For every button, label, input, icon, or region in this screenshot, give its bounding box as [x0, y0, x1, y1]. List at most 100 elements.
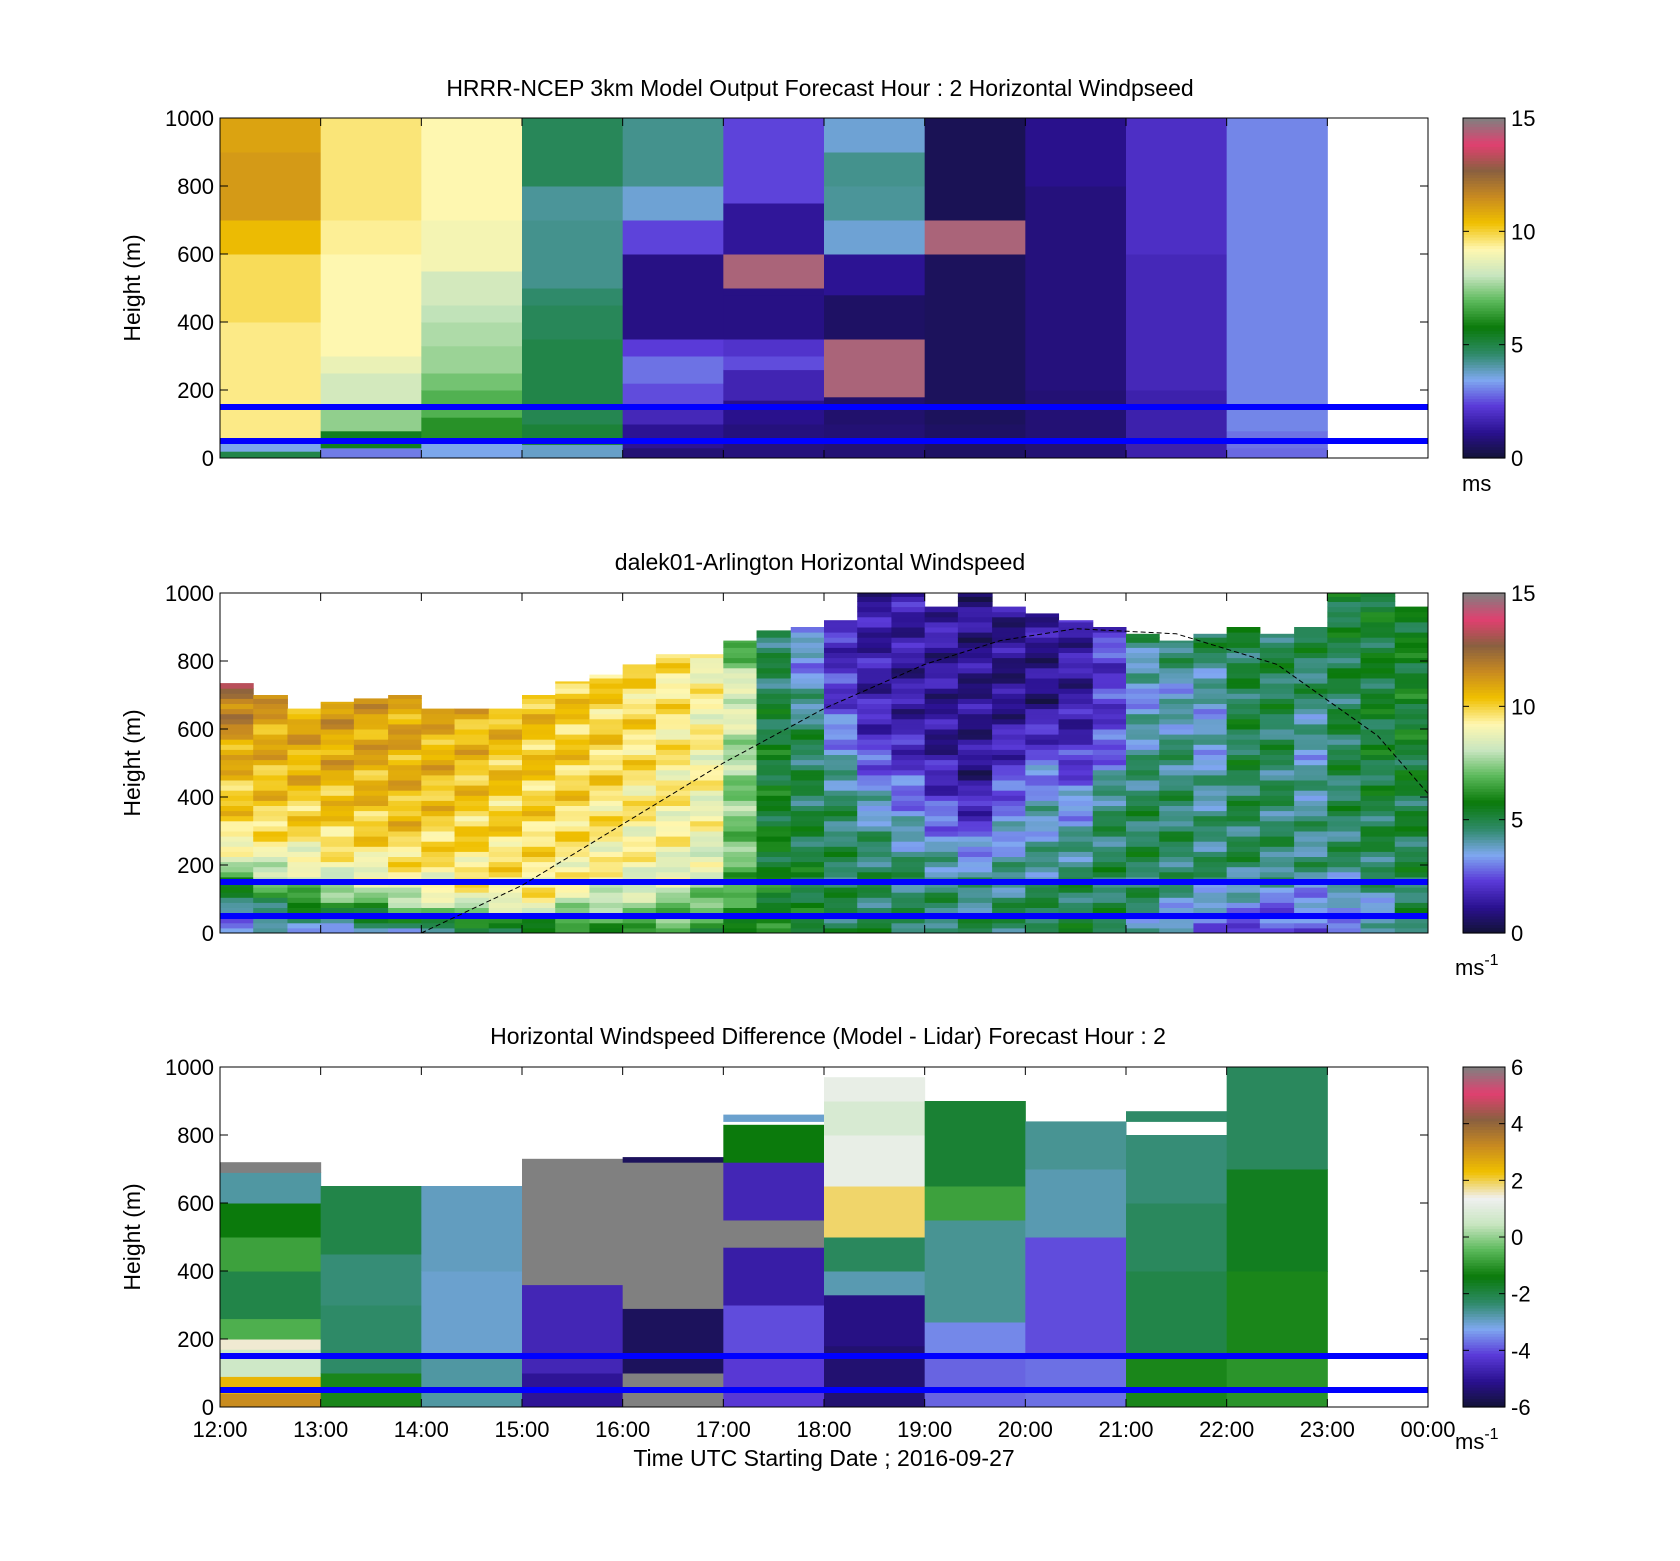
heatmap-cell — [992, 606, 1026, 613]
heatmap-cell — [957, 621, 993, 628]
colorbar-segment — [1463, 1242, 1505, 1247]
heatmap-cell — [1394, 800, 1429, 806]
heatmap-cell — [555, 922, 590, 929]
heatmap-cell — [1025, 892, 1060, 898]
heatmap-cell — [1226, 800, 1261, 806]
heatmap-cell — [790, 820, 825, 827]
heatmap-cell — [421, 841, 456, 847]
heatmap-cell — [790, 871, 825, 878]
heatmap-cell — [891, 688, 926, 694]
heatmap-cell — [388, 831, 422, 837]
heatmap-cell — [723, 672, 758, 679]
heatmap-cell — [790, 825, 825, 832]
heatmap-cell — [723, 1124, 825, 1163]
heatmap-cell — [824, 620, 858, 623]
heatmap-cell — [1025, 637, 1060, 643]
heatmap-cell — [1259, 678, 1295, 684]
heatmap-cell — [1058, 780, 1094, 786]
colorbar-segment — [1463, 1310, 1505, 1315]
heatmap-cell — [824, 637, 858, 643]
heatmap-cell — [320, 739, 355, 745]
heatmap-cell — [1360, 810, 1396, 817]
colorbar-segment — [1463, 729, 1505, 733]
heatmap-cell — [220, 805, 254, 812]
heatmap-cell — [655, 729, 691, 735]
heatmap-cell — [790, 856, 825, 863]
heatmap-cell — [1058, 856, 1094, 863]
colorbar-segment — [1463, 1350, 1505, 1354]
heatmap-cell — [1159, 734, 1194, 740]
colorbar-segment — [1463, 443, 1505, 448]
heatmap-cell — [824, 785, 858, 791]
heatmap-cell — [1159, 749, 1194, 755]
heatmap-cell — [1126, 642, 1160, 648]
heatmap-cell — [1360, 764, 1396, 771]
heatmap-cell — [790, 693, 825, 699]
heatmap-cell — [388, 734, 422, 740]
heatmap-cell — [1226, 805, 1261, 812]
heatmap-cell — [1159, 683, 1194, 689]
heatmap-cell — [1193, 642, 1228, 648]
heatmap-cell — [1159, 744, 1194, 750]
heatmap-cell — [790, 805, 825, 812]
heatmap-cell — [353, 902, 389, 908]
heatmap-cell — [790, 647, 825, 653]
heatmap-cell — [1327, 593, 1362, 597]
heatmap-cell — [1058, 657, 1094, 664]
heatmap-cell — [924, 723, 959, 730]
heatmap-cell — [522, 1284, 624, 1374]
heatmap-cell — [690, 795, 724, 801]
heatmap-cell — [690, 749, 724, 755]
heatmap-cell — [421, 790, 456, 796]
heatmap-cell — [1294, 647, 1328, 653]
heatmap-cell — [857, 652, 892, 659]
heatmap-cell — [1126, 708, 1160, 715]
heatmap-cell — [924, 718, 959, 725]
heatmap-cell — [957, 672, 993, 679]
heatmap-cell — [1294, 769, 1328, 776]
heatmap-cell — [723, 825, 758, 832]
heatmap-cell — [1294, 800, 1328, 806]
heatmap-cell — [824, 846, 858, 852]
heatmap-cell — [488, 861, 523, 868]
heatmap-cell — [1058, 688, 1094, 694]
heatmap-cell — [824, 713, 858, 720]
heatmap-cell — [857, 667, 892, 674]
heatmap-cell — [522, 897, 556, 903]
heatmap-cell — [388, 927, 422, 934]
heatmap-cell — [891, 820, 926, 827]
heatmap-cell — [655, 836, 691, 842]
heatmap-cell — [957, 616, 993, 623]
heatmap-cell — [957, 688, 993, 694]
heatmap-cell — [589, 815, 624, 822]
heatmap-cell — [992, 662, 1026, 669]
heatmap-cell — [220, 927, 254, 934]
colorbar-segment — [1463, 717, 1505, 722]
colorbar-segment — [1463, 913, 1505, 917]
heatmap-cell — [253, 805, 288, 812]
heatmap-cell — [353, 800, 389, 806]
panel3-unit-exponent: -1 — [1484, 1426, 1498, 1443]
heatmap-cell — [287, 739, 322, 745]
heatmap-cell — [857, 729, 892, 735]
colorbar-segment — [1463, 132, 1505, 136]
difference-panel: Horizontal Windspeed Difference (Model -… — [119, 1023, 1531, 1454]
heatmap-cell — [454, 861, 490, 868]
colorbar-segment — [1463, 296, 1505, 300]
heatmap-cell — [220, 683, 254, 689]
heatmap-cell — [723, 739, 758, 745]
heatmap-cell — [1360, 632, 1396, 638]
heatmap-cell — [388, 695, 422, 699]
heatmap-cell — [924, 708, 959, 715]
heatmap-cell — [1226, 662, 1261, 669]
heatmap-cell — [857, 647, 892, 653]
heatmap-cell — [690, 917, 724, 924]
heatmap-cell — [220, 871, 254, 878]
heatmap-cell — [723, 693, 758, 699]
colorbar-tick-label: 15 — [1511, 106, 1535, 131]
colorbar-segment — [1463, 632, 1505, 637]
heatmap-cell — [957, 708, 993, 715]
heatmap-cell — [756, 672, 792, 679]
heatmap-cell — [320, 447, 422, 459]
